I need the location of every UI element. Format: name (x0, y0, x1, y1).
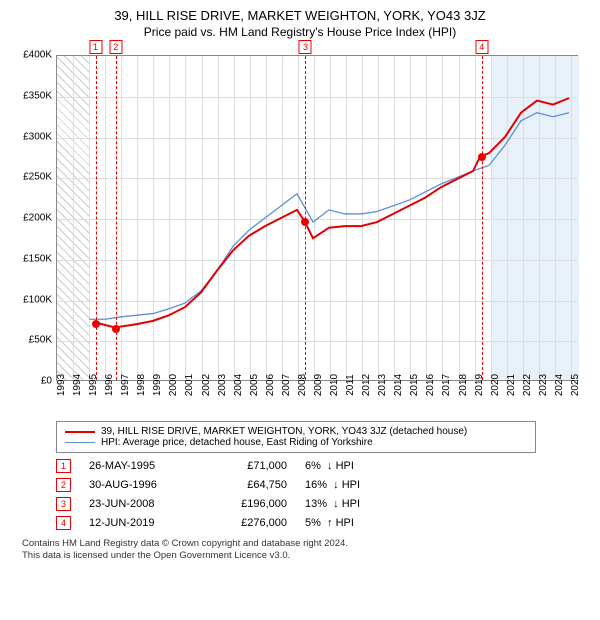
x-tick-label: 2001 (184, 374, 195, 396)
sale-number: 4 (56, 516, 71, 530)
x-tick-label: 2017 (441, 374, 452, 396)
x-tick-label: 2007 (281, 374, 292, 396)
x-tick-label: 2016 (425, 374, 436, 396)
x-tick-label: 2012 (361, 374, 372, 396)
sale-price: £196,000 (207, 498, 287, 510)
series-line (89, 113, 569, 320)
sale-date: 23-JUN-2008 (89, 498, 189, 510)
footer-line-1: Contains HM Land Registry data © Crown c… (22, 538, 588, 550)
line-svg (57, 56, 577, 380)
x-tick-label: 1999 (152, 374, 163, 396)
sale-marker-number: 1 (89, 40, 102, 54)
legend-swatch (65, 442, 95, 443)
sale-marker-number: 4 (475, 40, 488, 54)
price-point (301, 218, 309, 226)
footer-line-2: This data is licensed under the Open Gov… (22, 550, 588, 562)
sale-number: 1 (56, 459, 71, 473)
x-tick-label: 1997 (120, 374, 131, 396)
sale-date: 26-MAY-1995 (89, 460, 189, 472)
series-line (95, 98, 569, 327)
y-axis: £0 £50K £100K £150K £200K £250K £300K £350K £400… (12, 45, 56, 385)
x-tick-label: 2009 (313, 374, 324, 396)
legend-row: 39, HILL RISE DRIVE, MARKET WEIGHTON, YO… (65, 426, 527, 437)
x-tick-label: 1998 (136, 374, 147, 396)
sale-date: 30-AUG-1996 (89, 479, 189, 491)
sale-diff: 13% ↓ HPI (305, 498, 415, 510)
footer-text: Contains HM Land Registry data © Crown c… (22, 538, 588, 563)
x-tick-label: 2011 (345, 374, 356, 396)
x-tick-label: 2008 (297, 374, 308, 396)
sale-price: £276,000 (207, 517, 287, 529)
price-point (92, 320, 100, 328)
x-tick-label: 2005 (249, 374, 260, 396)
price-point (112, 325, 120, 333)
x-tick-label: 2022 (522, 374, 533, 396)
x-axis: 1993199419951996199719981999200020012002… (56, 381, 578, 415)
y-tick-label: £300K (23, 131, 52, 142)
x-tick-label: 2018 (458, 374, 469, 396)
x-tick-label: 2004 (233, 374, 244, 396)
x-tick-label: 2019 (474, 374, 485, 396)
x-tick-label: 2014 (393, 374, 404, 396)
table-row: 1 26-MAY-1995 £71,000 6% ↓ HPI (56, 459, 588, 473)
sale-diff: 5% ↑ HPI (305, 517, 415, 529)
x-tick-label: 2006 (265, 374, 276, 396)
sale-date: 12-JUN-2019 (89, 517, 189, 529)
x-tick-label: 2023 (538, 374, 549, 396)
price-point (478, 153, 486, 161)
sale-number: 2 (56, 478, 71, 492)
y-tick-label: £100K (23, 294, 52, 305)
sale-price: £64,750 (207, 479, 287, 491)
y-tick-label: £200K (23, 213, 52, 224)
chart-container: 39, HILL RISE DRIVE, MARKET WEIGHTON, YO… (0, 0, 600, 571)
table-row: 3 23-JUN-2008 £196,000 13% ↓ HPI (56, 497, 588, 511)
legend-label: HPI: Average price, detached house, East… (101, 437, 373, 448)
table-row: 4 12-JUN-2019 £276,000 5% ↑ HPI (56, 516, 588, 530)
sale-diff: 6% ↓ HPI (305, 460, 415, 472)
legend-label: 39, HILL RISE DRIVE, MARKET WEIGHTON, YO… (101, 426, 467, 437)
table-row: 2 30-AUG-1996 £64,750 16% ↓ HPI (56, 478, 588, 492)
x-tick-label: 2000 (168, 374, 179, 396)
y-tick-label: £250K (23, 172, 52, 183)
sale-price: £71,000 (207, 460, 287, 472)
x-tick-label: 2020 (490, 374, 501, 396)
sale-marker-line (482, 56, 483, 380)
y-tick-label: £0 (41, 376, 52, 387)
x-tick-label: 2024 (554, 374, 565, 396)
x-tick-label: 2021 (506, 374, 517, 396)
x-tick-label: 1996 (104, 374, 115, 396)
legend-swatch (65, 431, 95, 433)
x-tick-label: 1993 (56, 374, 67, 396)
sale-marker-number: 3 (299, 40, 312, 54)
x-tick-label: 2002 (201, 374, 212, 396)
x-tick-label: 2015 (409, 374, 420, 396)
x-tick-label: 2003 (217, 374, 228, 396)
x-tick-label: 1994 (72, 374, 83, 396)
legend: 39, HILL RISE DRIVE, MARKET WEIGHTON, YO… (56, 421, 536, 453)
chart-subtitle: Price paid vs. HM Land Registry's House … (12, 25, 588, 39)
sale-marker-line (96, 56, 97, 380)
plot-area: 1234 (56, 55, 578, 381)
sales-table: 1 26-MAY-1995 £71,000 6% ↓ HPI 2 30-AUG-1996 £… (56, 459, 588, 530)
y-tick-label: £150K (23, 253, 52, 264)
y-tick-label: £50K (29, 335, 52, 346)
sale-diff: 16% ↓ HPI (305, 479, 415, 491)
x-tick-label: 2010 (329, 374, 340, 396)
address-title: 39, HILL RISE DRIVE, MARKET WEIGHTON, YO… (12, 8, 588, 23)
x-tick-label: 1995 (88, 374, 99, 396)
chart-area: £0 £50K £100K £150K £200K £250K £300K £350K £400… (12, 45, 588, 415)
y-tick-label: £400K (23, 50, 52, 61)
legend-row: HPI: Average price, detached house, East… (65, 437, 527, 448)
x-tick-label: 2013 (377, 374, 388, 396)
sale-number: 3 (56, 497, 71, 511)
sale-marker-number: 2 (109, 40, 122, 54)
x-tick-label: 2025 (570, 374, 581, 396)
y-tick-label: £350K (23, 90, 52, 101)
